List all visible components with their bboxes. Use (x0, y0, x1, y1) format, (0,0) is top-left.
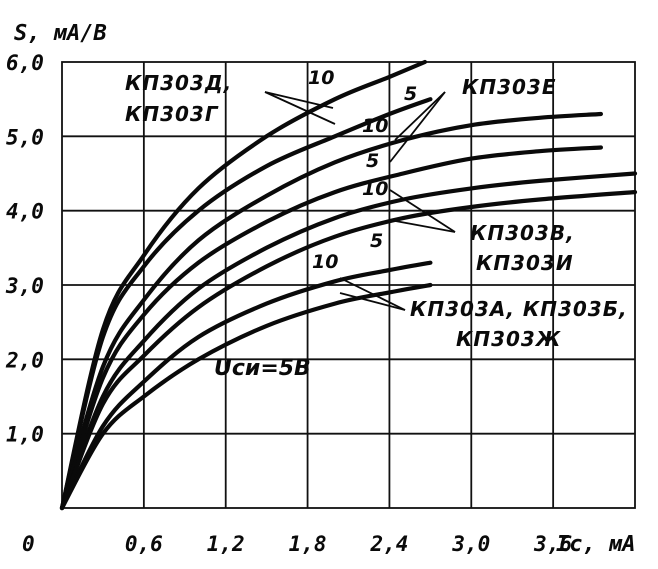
y-tick-label: 1,0 (6, 423, 44, 447)
model-label: КП303Г (125, 102, 219, 126)
curve-label: 5 (370, 230, 383, 252)
x-tick-label: 0 (22, 532, 35, 556)
leader-kp303e-2 (389, 91, 446, 163)
model-label: КП303Ж (456, 327, 561, 351)
y-tick-label: 6,0 (6, 51, 44, 75)
y-tick-label: 4,0 (6, 200, 44, 224)
curve-label: 10 (312, 251, 338, 273)
curve-label: 5 (404, 83, 417, 105)
leader-kp303a-2 (339, 292, 406, 311)
model-label: КП303Д, (125, 71, 232, 95)
labels: S, мА/В Iс, мА 0 10 5 10 5 10 5 10 КП303… (14, 21, 635, 557)
curve-label: 10 (308, 67, 334, 89)
y-tick-label: 5,0 (6, 125, 44, 149)
series-curves (59, 59, 638, 511)
model-label: КП303И (476, 251, 574, 275)
leader-kp303e-1 (394, 91, 446, 141)
series-line (59, 111, 603, 511)
leader-kp303d-2 (264, 91, 336, 125)
curve-label: 10 (362, 115, 388, 137)
x-tick-label: 1,2 (207, 532, 245, 556)
leader-kp303a-1 (339, 277, 406, 311)
leader-kp303v-1 (389, 189, 456, 233)
series-line (59, 171, 638, 511)
x-tick-label: 1,8 (289, 532, 327, 556)
grid: 0,6 1,2 1,8 2,4 3,0 3,6 1,0 2,0 3,0 4,0 5,0 6,0 (5, 51, 636, 556)
series-line (59, 97, 433, 511)
series-line (59, 282, 433, 511)
x-axis-title: Iс, мА (556, 532, 635, 557)
series-line (59, 260, 433, 511)
curve-label: 10 (362, 178, 388, 200)
series-line (59, 190, 638, 511)
x-tick-label: 3,6 (533, 532, 572, 556)
model-label: КП303А, КП303Б, (410, 297, 628, 321)
y-tick-label: 3,0 (5, 274, 44, 298)
series-line (59, 145, 603, 511)
x-tick-label: 0,6 (125, 532, 163, 556)
curve-label: 5 (366, 150, 379, 172)
leader-lines (264, 91, 456, 311)
leader-kp303d-1 (264, 91, 334, 109)
x-tick-label: 3,0 (451, 532, 490, 556)
leader-kp303v-2 (389, 219, 456, 233)
x-tick-label: 2,4 (369, 532, 408, 556)
y-axis-title: S, мА/В (14, 21, 107, 46)
voltage-annotation: Uси=5В (214, 356, 311, 381)
model-label: КП303В, (470, 221, 575, 245)
y-tick-label: 2,0 (5, 348, 44, 372)
model-label: КП303Е (462, 75, 557, 99)
